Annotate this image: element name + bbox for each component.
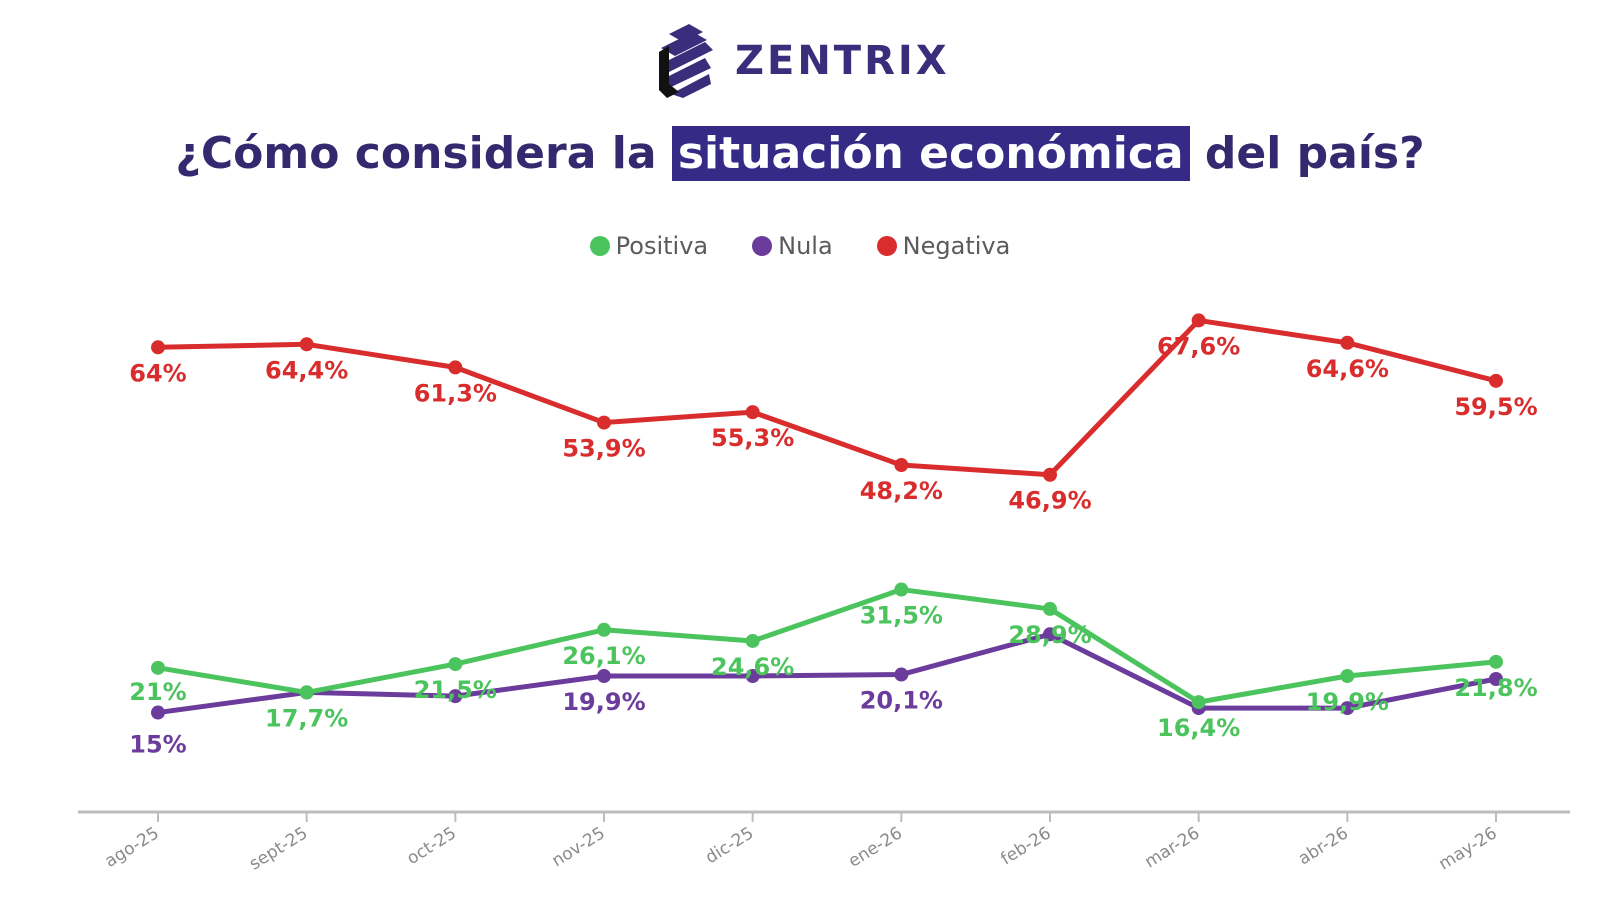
data-label-negativa: 53,9% [562, 435, 645, 463]
legend-item-negativa: Negativa [876, 232, 1011, 260]
data-label-positiva: 26,1% [562, 642, 645, 670]
title-before: ¿Cómo considera la [175, 128, 672, 179]
data-point-nula [597, 669, 611, 684]
data-label-negativa: 64,6% [1306, 355, 1389, 383]
data-point-positiva [1191, 695, 1206, 710]
data-point-negativa [1191, 313, 1206, 328]
x-tick-label: ago-25 [101, 823, 162, 872]
data-point-negativa [151, 340, 165, 355]
series-line-positiva [155, 587, 1499, 705]
legend-label-negativa: Negativa [902, 232, 1011, 260]
brand-logo: ZENTRIX [655, 18, 950, 104]
chart-title: ¿Cómo considera la situación económica d… [0, 126, 1600, 181]
data-point-negativa [597, 415, 611, 430]
data-label-nula: 15% [129, 731, 186, 759]
series-line-nula [155, 631, 1499, 716]
data-point-nula [745, 669, 760, 684]
data-label-positiva: 19,9% [1306, 688, 1389, 716]
data-point-negativa [1489, 373, 1503, 388]
x-tick-label: oct-25 [403, 823, 460, 869]
data-label-negativa: 48,2% [860, 477, 943, 505]
data-point-positiva [151, 660, 165, 675]
x-tick-label: dic-25 [702, 823, 757, 868]
data-point-negativa [1340, 335, 1355, 350]
chart-legend: Positiva Nula Negativa [0, 232, 1600, 260]
legend-marker-negativa [876, 236, 897, 256]
title-highlight: situación económica [671, 126, 1190, 181]
data-point-negativa [448, 360, 463, 375]
data-label-negativa: 59,5% [1454, 393, 1537, 421]
data-label-positiva: 16,4% [1157, 714, 1240, 742]
data-point-positiva [1340, 669, 1355, 684]
x-tick-label: mar-26 [1141, 823, 1203, 872]
data-label-negativa: 64% [129, 359, 186, 387]
data-point-negativa [894, 458, 909, 473]
data-point-nula [1043, 627, 1057, 642]
legend-label-positiva: Positiva [615, 232, 709, 260]
data-label-nula: 19,9% [562, 688, 645, 716]
data-label-negativa: 55,3% [711, 424, 794, 452]
data-point-nula [1340, 701, 1355, 716]
data-point-nula [894, 667, 909, 682]
data-label-positiva: 28,9% [1008, 621, 1091, 649]
series-line-negativa [155, 317, 1499, 478]
x-tick-label: feb-26 [997, 823, 1054, 869]
zentrix-stripes-logo-icon [659, 24, 713, 98]
data-point-positiva [745, 633, 760, 648]
data-label-positiva: 21,8% [1454, 674, 1537, 702]
data-point-positiva [448, 657, 463, 672]
data-label-positiva: 17,7% [265, 704, 348, 732]
data-label-negativa: 61,3% [414, 379, 497, 407]
brand-name: ZENTRIX [735, 38, 950, 84]
data-point-positiva [1043, 601, 1057, 616]
data-point-positiva [597, 622, 611, 637]
x-tick-label: abr-26 [1295, 823, 1352, 869]
data-point-nula [151, 705, 165, 720]
title-after: del país? [1189, 128, 1425, 179]
data-label-positiva: 21% [129, 678, 186, 706]
legend-label-nula: Nula [778, 232, 833, 260]
legend-item-nula: Nula [752, 232, 833, 260]
data-label-positiva: 31,5% [860, 602, 943, 630]
data-point-positiva [299, 685, 314, 700]
data-point-nula [448, 689, 463, 704]
data-label-positiva: 24,6% [711, 653, 794, 681]
data-point-negativa [745, 405, 760, 420]
x-tick-label: may-26 [1435, 823, 1500, 874]
x-tick-label: sept-25 [246, 823, 311, 874]
data-label-negativa: 67,6% [1157, 332, 1240, 360]
x-tick-label: nov-25 [548, 823, 608, 871]
data-point-positiva [894, 582, 909, 597]
x-tick-label: ene-26 [845, 823, 906, 871]
data-label-negativa: 46,9% [1008, 487, 1091, 515]
legend-item-positiva: Positiva [589, 232, 709, 260]
data-label-positiva: 21,5% [414, 676, 497, 704]
data-point-negativa [299, 337, 314, 352]
data-point-positiva [1489, 654, 1503, 669]
legend-marker-positiva [589, 236, 610, 256]
data-label-nula: 20,1% [860, 687, 943, 715]
data-label-negativa: 64,4% [265, 356, 348, 384]
data-point-negativa [1043, 467, 1057, 482]
data-point-nula [1489, 672, 1503, 686]
legend-marker-nula [752, 236, 773, 256]
